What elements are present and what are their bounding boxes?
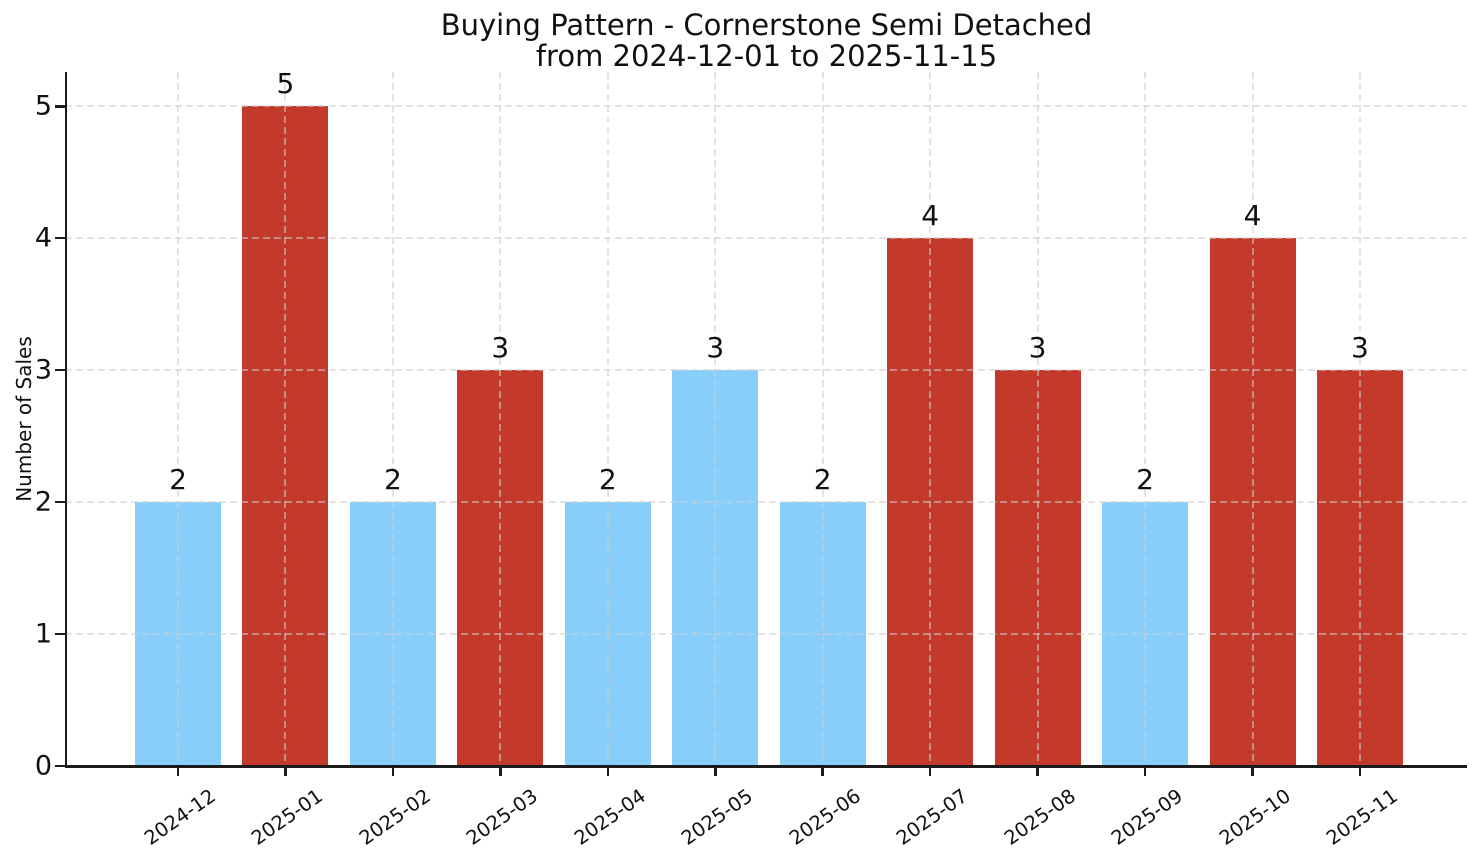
x-axis-tick <box>1036 766 1039 776</box>
x-tick-label: 2025-09 <box>1107 784 1188 850</box>
bar-value-label: 2 <box>598 463 617 497</box>
x-tick-label: 2025-03 <box>462 784 543 850</box>
gridline-vertical <box>929 72 932 766</box>
gridline-vertical <box>391 72 394 766</box>
bar-value-label: 3 <box>1351 331 1369 365</box>
x-axis-spine <box>64 765 1467 768</box>
y-tick-label: 1 <box>34 618 52 650</box>
x-axis-tick <box>606 766 610 776</box>
y-axis-spine <box>64 72 67 768</box>
x-axis-tick <box>821 766 824 776</box>
bar-value-label: 4 <box>1243 199 1262 233</box>
bar-value-label: 3 <box>1028 331 1047 365</box>
x-tick-label: 2025-07 <box>892 784 973 850</box>
gridline-vertical <box>499 72 502 766</box>
gridline-horizontal <box>65 369 1467 372</box>
y-axis-tick <box>55 236 65 240</box>
bar-value-label: 2 <box>1136 463 1154 497</box>
y-axis-tick <box>55 368 65 372</box>
gridline-horizontal <box>65 237 1467 240</box>
y-tick-label: 2 <box>34 486 52 518</box>
x-axis-tick <box>176 766 180 776</box>
x-tick-label: 2025-08 <box>999 784 1080 850</box>
gridline-vertical <box>1358 72 1361 766</box>
x-tick-label: 2025-11 <box>1321 784 1402 850</box>
gridline-vertical <box>606 72 609 766</box>
x-tick-label: 2025-05 <box>677 784 758 850</box>
gridline-vertical <box>177 72 179 766</box>
gridline-vertical <box>1036 72 1039 766</box>
y-tick-label: 3 <box>34 354 52 386</box>
chart-title-block: Buying Pattern - Cornerstone Semi Detach… <box>66 10 1467 72</box>
x-axis-tick <box>714 766 717 776</box>
gridline-vertical <box>1251 72 1254 766</box>
y-axis-tick <box>55 764 65 768</box>
bar-value-label: 2 <box>383 463 402 497</box>
gridline-horizontal <box>65 105 1467 108</box>
bar-value-label: 5 <box>276 67 295 101</box>
gridline-vertical <box>1144 72 1147 766</box>
gridline-horizontal <box>65 501 1467 504</box>
x-axis-tick <box>1251 766 1254 776</box>
gridline-vertical <box>821 72 824 766</box>
x-tick-label: 2025-06 <box>784 784 865 850</box>
bar-value-label: 4 <box>921 199 940 233</box>
chart-title: Buying Pattern - Cornerstone Semi Detach… <box>440 8 1093 42</box>
chart-subtitle: from 2024-12-01 to 2025-11-15 <box>535 39 998 73</box>
y-tick-label: 4 <box>34 222 52 254</box>
x-axis-tick <box>391 766 395 776</box>
gridline-vertical <box>714 72 717 766</box>
x-axis-tick <box>1143 766 1147 776</box>
y-tick-label: 0 <box>34 750 52 782</box>
y-axis-tick <box>55 500 65 504</box>
x-tick-label: 2024-12 <box>140 784 220 850</box>
y-axis-tick <box>55 105 65 108</box>
x-tick-label: 2025-04 <box>569 784 650 850</box>
gridline-horizontal <box>65 633 1467 636</box>
bar-value-label: 3 <box>491 331 510 365</box>
x-axis-tick <box>284 766 287 776</box>
gridline-vertical <box>284 72 287 766</box>
bar-value-label: 2 <box>169 463 187 497</box>
y-tick-label: 5 <box>34 90 52 122</box>
bar-value-label: 2 <box>813 463 832 497</box>
x-axis-tick <box>928 766 932 776</box>
x-tick-label: 2025-01 <box>247 784 328 850</box>
y-axis-tick <box>55 632 65 636</box>
x-axis-tick <box>1358 766 1362 776</box>
x-axis-tick <box>499 766 502 776</box>
x-tick-label: 2025-10 <box>1214 784 1295 850</box>
bar-value-label: 3 <box>706 331 725 365</box>
x-tick-label: 2025-02 <box>354 784 435 850</box>
